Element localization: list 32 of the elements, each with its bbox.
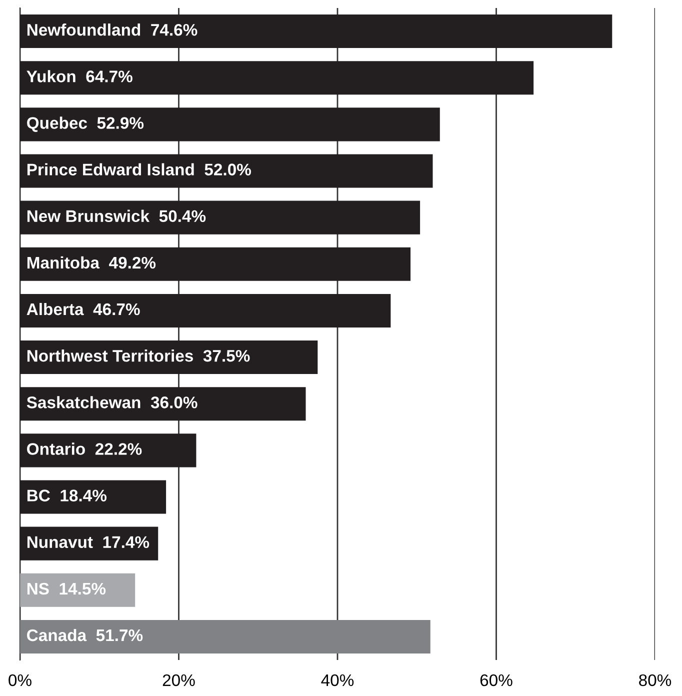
category-label: NS 14.5% [27,582,106,595]
category-label: Prince Edward Island 52.0% [27,163,251,176]
bar [20,154,433,188]
bar [20,294,391,328]
category-label: Manitoba 49.2% [27,256,156,269]
x-tick-label: 40% [321,674,354,686]
category-label: Canada 51.7% [27,628,143,642]
x-tick-label: 80% [639,674,672,686]
bar [20,200,420,234]
bar [20,387,306,421]
bar [20,480,166,514]
bar [20,14,612,48]
category-label: Northwest Territories 37.5% [27,350,250,362]
bar [20,434,196,468]
category-label: Newfoundland 74.6% [27,24,198,36]
x-tick-label: 60% [480,674,512,686]
category-label: Ontario 22.2% [27,442,142,455]
bar [20,620,430,654]
bar [20,340,318,374]
category-label: BC 18.4% [27,490,106,502]
bar [20,247,411,281]
bar [20,61,534,95]
category-label: Alberta 46.7% [26,302,140,316]
category-label: Quebec 52.9% [27,116,144,132]
category-label: Yukon 64.7% [26,70,132,82]
bar [20,573,136,607]
bar [20,108,440,142]
x-tick-label: 0% [8,674,32,686]
category-label: Saskatchewan 36.0% [26,396,198,408]
category-label: New Brunswick 50.4% [27,210,206,222]
x-tick-label: 20% [162,674,195,686]
category-label: Nunavut 17.4% [27,536,150,548]
